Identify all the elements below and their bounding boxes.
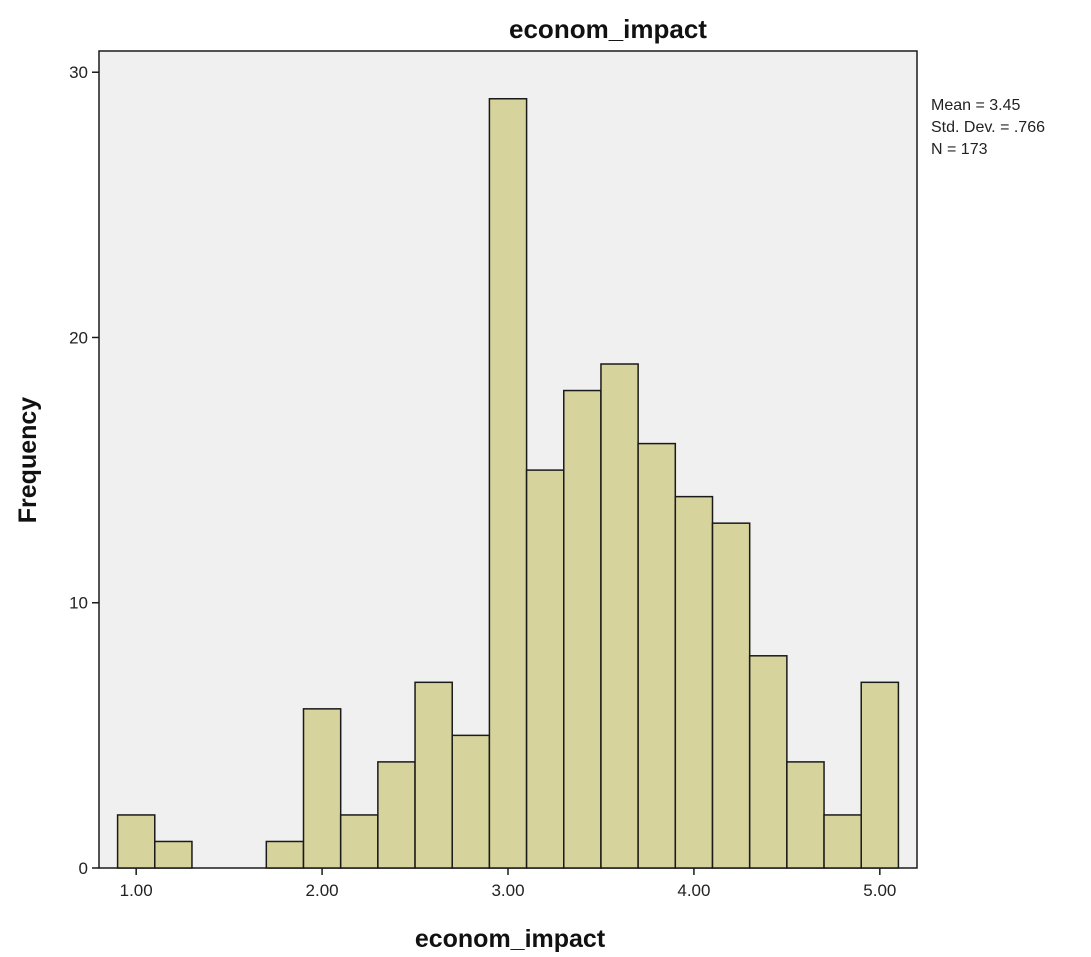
stats-n: N = 173 <box>931 141 988 158</box>
x-tick-label: 2.00 <box>306 881 339 900</box>
x-tick-label: 3.00 <box>491 881 524 900</box>
x-tick-label: 1.00 <box>120 881 153 900</box>
histogram-bar <box>302 708 342 869</box>
histogram-bar <box>451 734 491 869</box>
histogram-bar <box>823 814 862 869</box>
histogram-bar <box>711 522 751 869</box>
y-tick-label: 20 <box>69 328 88 347</box>
histogram-bar <box>860 681 900 869</box>
histogram-bar <box>748 655 788 869</box>
histogram-bar <box>414 681 453 869</box>
stats-mean: Mean = 3.45 <box>931 97 1021 114</box>
histogram-bar <box>265 840 305 869</box>
histogram-bar <box>786 761 825 869</box>
histogram-bar <box>488 97 528 869</box>
histogram-bar <box>563 389 602 869</box>
histogram-bar <box>116 814 156 869</box>
histogram-bar <box>339 814 379 869</box>
y-tick-label: 30 <box>69 63 88 82</box>
x-tick-label: 5.00 <box>863 881 896 900</box>
y-axis: 0 10 20 30 <box>69 63 99 878</box>
y-tick-label: 0 <box>79 859 88 878</box>
x-axis: 1.00 2.00 3.00 4.00 5.00 <box>120 868 896 900</box>
histogram-bar <box>674 495 714 869</box>
x-tick-label: 4.00 <box>677 881 710 900</box>
histogram-bar <box>154 840 193 869</box>
x-axis-label: econom_impact <box>415 925 606 953</box>
stats-std-dev: Std. Dev. = .766 <box>931 119 1045 136</box>
histogram-bar <box>637 442 677 869</box>
y-axis-label: Frequency <box>14 397 42 524</box>
bars-group <box>116 97 900 869</box>
chart-title: econom_impact <box>509 14 707 44</box>
histogram-bar <box>600 363 639 869</box>
histogram-bar <box>525 469 565 869</box>
histogram-bar <box>377 761 416 869</box>
y-tick-label: 10 <box>69 594 88 613</box>
